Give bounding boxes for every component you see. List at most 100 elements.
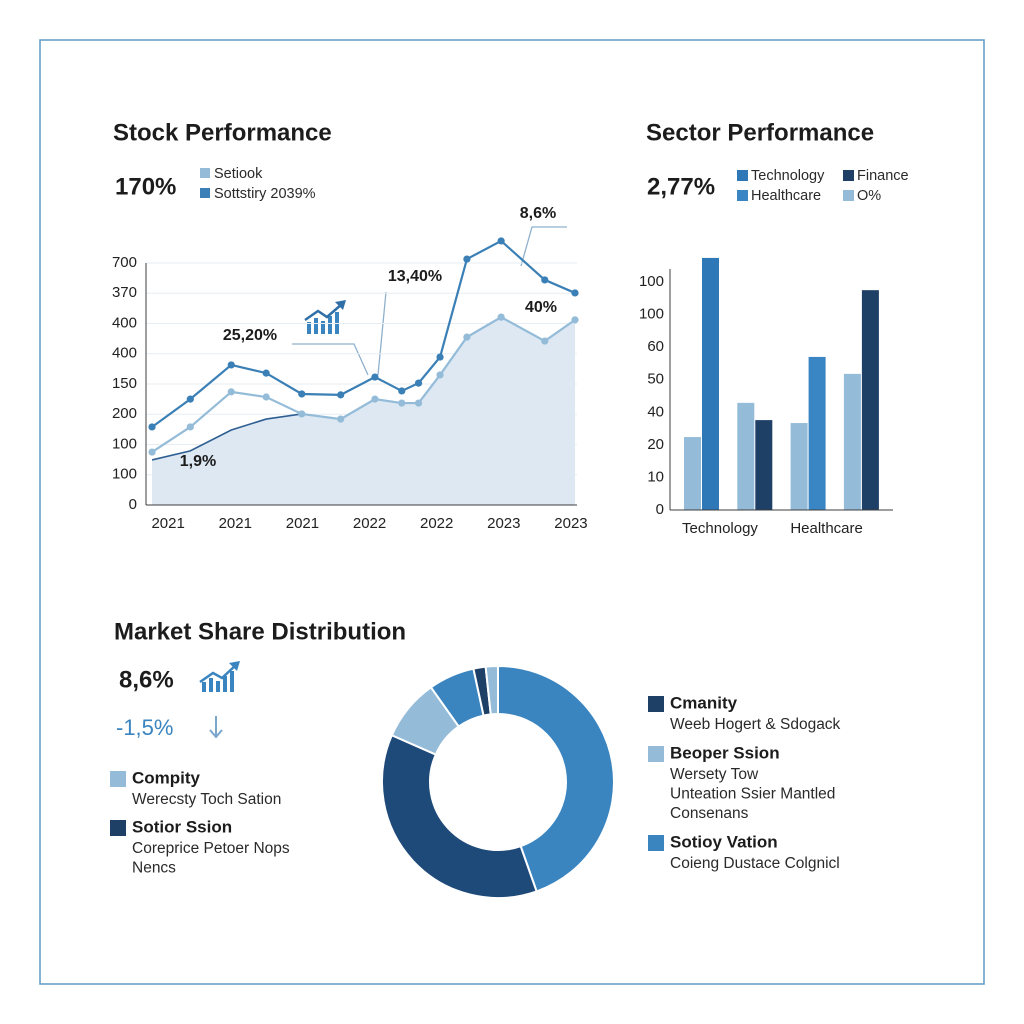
y-tick-label: 370: [112, 284, 137, 301]
legend-text: Unteation Ssier Mantled: [670, 786, 835, 803]
y-tick-label: 40: [647, 403, 664, 420]
legend-swatch: [200, 168, 210, 178]
legend-swatch: [843, 170, 854, 181]
change: -1,5%: [116, 715, 173, 740]
legend-title: Sotioy Vation: [670, 832, 778, 851]
frame: [39, 39, 985, 985]
y-tick-label: 0: [656, 501, 664, 518]
point: [463, 333, 471, 341]
bar: [861, 290, 879, 510]
point: [414, 399, 423, 407]
point: [262, 369, 270, 377]
legend-text: Consenans: [670, 805, 749, 822]
y-tick-label: 100: [112, 466, 137, 483]
y-tick-label: 700: [112, 254, 137, 271]
x-tick-label: 2022: [420, 515, 453, 532]
point: [571, 316, 579, 324]
bar: [808, 356, 826, 510]
legend-title: Sotior Ssion: [132, 817, 232, 836]
bar: [702, 257, 719, 510]
point: [337, 391, 345, 399]
legend-swatch: [200, 188, 210, 198]
point: [541, 276, 549, 284]
point: [371, 395, 379, 403]
x-tick-label: 2021: [151, 515, 184, 532]
legend-label: O%: [857, 188, 881, 204]
x-tick-label: 2021: [219, 515, 252, 532]
y-tick-label: 10: [647, 468, 664, 485]
point: [186, 395, 194, 403]
point: [398, 399, 406, 407]
legend-swatch: [737, 190, 748, 201]
legend-swatch: [737, 170, 748, 181]
point: [571, 289, 579, 297]
donut-slice: [484, 664, 499, 716]
x-tick-label: 2023: [554, 515, 587, 532]
x-tick-label: Healthcare: [790, 520, 863, 537]
x-tick-label: 2021: [286, 515, 319, 532]
legend-swatch: [843, 190, 854, 201]
y-tick-label: 100: [112, 435, 137, 452]
point: [186, 423, 194, 431]
legend-label: Finance: [857, 168, 909, 184]
annotation: 8,6%: [520, 205, 556, 222]
annotation: 40%: [525, 299, 557, 316]
point: [463, 255, 471, 263]
point: [497, 237, 505, 245]
bar: [755, 420, 773, 510]
trend-icon: [199, 661, 240, 692]
point: [298, 410, 306, 418]
point: [541, 337, 549, 345]
chart-title: Market Share Distribution: [114, 618, 406, 645]
annotation: 13,40%: [388, 268, 442, 285]
point: [148, 423, 156, 431]
chart-title: Stock Performance: [113, 119, 332, 146]
legend-text: Nencs: [132, 860, 176, 877]
y-tick-label: 20: [647, 436, 664, 453]
x-tick-label: 2023: [487, 515, 520, 532]
legend-text: Weeb Hogert & Sdogack: [670, 716, 841, 733]
legend-title: Compity: [132, 768, 201, 787]
legend-text: Coieng Dustace Colgnicl: [670, 855, 840, 872]
legend-label: Technology: [751, 168, 825, 184]
x-tick-label: 2022: [353, 515, 386, 532]
chart-title: Sector Performance: [646, 119, 874, 146]
legend-swatch: [110, 771, 126, 787]
legend-text: Wersety Tow: [670, 766, 759, 783]
bar: [684, 437, 701, 510]
point: [436, 371, 444, 379]
line: [151, 239, 576, 428]
headline: 8,6%: [119, 666, 174, 693]
y-tick-label: 400: [112, 314, 137, 331]
bar: [843, 373, 861, 510]
y-tick-label: 150: [112, 375, 137, 392]
point: [398, 387, 406, 395]
point: [298, 390, 306, 398]
legend-swatch: [648, 696, 664, 712]
point: [436, 353, 444, 361]
y-tick-label: 400: [112, 345, 137, 362]
y-tick-label: 0: [129, 496, 137, 513]
legend-title: Beoper Ssion: [670, 743, 780, 762]
legend-text: Coreprice Petoer Nops: [132, 840, 290, 857]
line: [151, 315, 576, 453]
legend-label: Healthcare: [751, 188, 821, 204]
area: [152, 317, 575, 505]
point: [227, 361, 235, 369]
annotation: 25,20%: [223, 327, 277, 344]
point: [148, 448, 156, 456]
donut-slice: [497, 664, 615, 893]
y-tick-label: 50: [647, 371, 664, 388]
y-tick-label: 200: [112, 405, 137, 422]
headline: 2,77%: [647, 173, 715, 200]
bar: [737, 402, 755, 510]
point: [262, 393, 270, 401]
legend-swatch: [648, 746, 664, 762]
bar: [790, 423, 808, 510]
x-tick-label: Technology: [682, 520, 758, 537]
point: [371, 373, 379, 381]
legend-swatch: [648, 835, 664, 851]
point: [337, 415, 345, 423]
y-tick-label: 100: [639, 306, 664, 323]
